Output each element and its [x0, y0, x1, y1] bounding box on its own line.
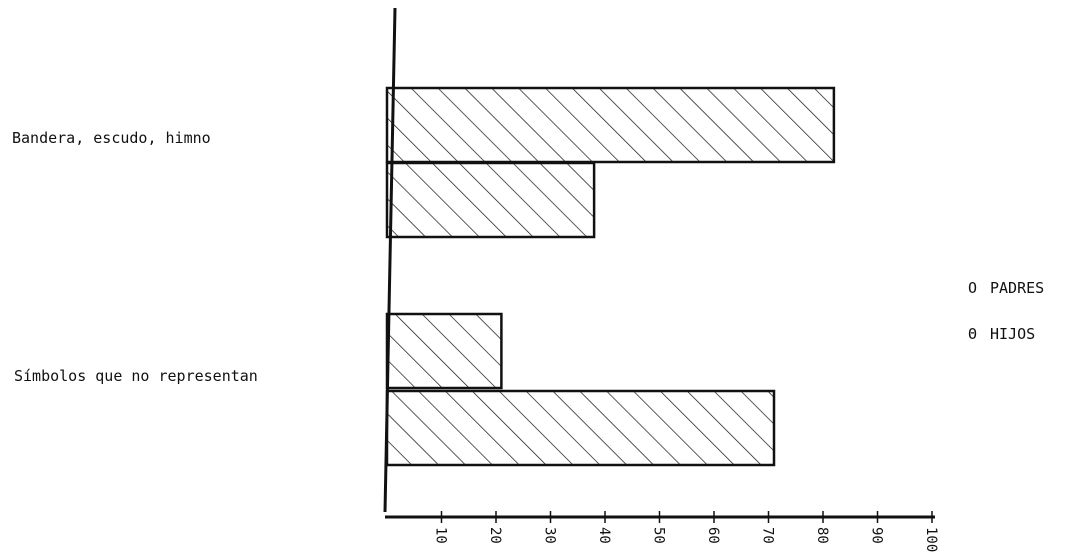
x-tick-label: 60: [705, 527, 721, 544]
bar-padres: [385, 86, 836, 164]
x-tick-label: 50: [651, 527, 667, 544]
bar-padres: [385, 312, 503, 390]
bar-hijos: [385, 389, 776, 467]
category-label: Símbolos que no representan: [14, 367, 258, 385]
x-tick-label: 20: [487, 527, 503, 544]
x-axis-ticks: 10 20 30 40 50 60 70 80 90 100: [433, 511, 939, 552]
legend-label-padres: PADRES: [990, 279, 1044, 297]
x-tick-label: 70: [760, 527, 776, 544]
legend: O PADRES Θ HIJOS: [968, 279, 1044, 343]
legend-marker-padres: O: [968, 279, 977, 297]
x-tick-label: 10: [433, 527, 449, 544]
legend-item: O PADRES: [968, 279, 1044, 297]
x-tick-label: 40: [596, 527, 612, 544]
bars-group: [385, 86, 836, 467]
category-label: Bandera, escudo, himno: [12, 129, 211, 147]
legend-item: Θ HIJOS: [968, 325, 1035, 343]
x-tick-label: 30: [542, 527, 558, 544]
legend-label-hijos: HIJOS: [990, 325, 1035, 343]
bar-hijos: [385, 161, 596, 239]
x-tick-label: 90: [869, 527, 885, 544]
x-tick-label: 80: [814, 527, 830, 544]
legend-marker-hijos: Θ: [968, 325, 977, 343]
x-tick-label: 100: [923, 527, 939, 552]
